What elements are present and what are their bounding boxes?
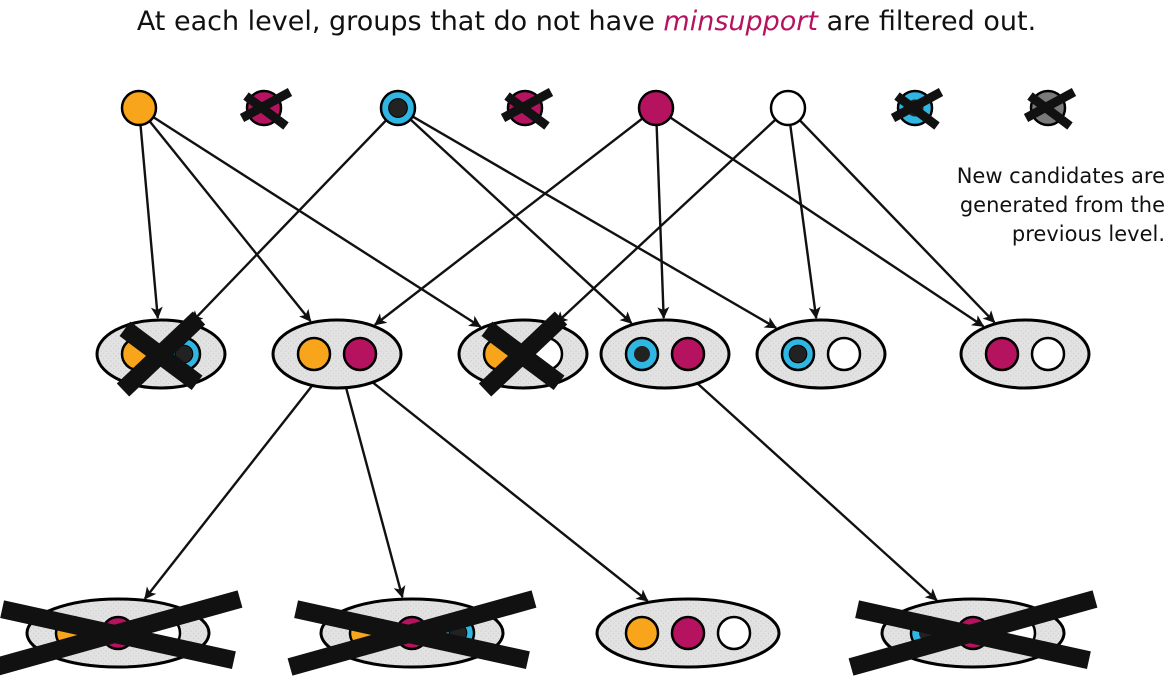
edge-arrow <box>152 116 482 328</box>
dark-core <box>388 98 408 118</box>
filtered-cross <box>890 88 944 130</box>
magenta-item <box>670 615 706 651</box>
group-ellipse <box>271 318 403 390</box>
edge-arrow <box>190 119 388 324</box>
edge-arrow <box>139 124 163 320</box>
edge-arrow <box>789 124 821 320</box>
edge-arrow <box>655 124 670 320</box>
magenta-item <box>984 336 1020 372</box>
magenta-item <box>637 89 675 127</box>
dark-core <box>788 344 808 364</box>
cross-stroke <box>504 92 550 130</box>
note-line: New candidates are <box>956 164 1165 188</box>
edge-arrow <box>374 117 644 326</box>
edge-arrow <box>371 381 649 602</box>
cross-stroke <box>894 92 940 130</box>
magenta-item <box>670 336 706 372</box>
filtered-cross <box>500 88 554 130</box>
group-ellipse <box>599 318 731 390</box>
cross-stroke <box>855 600 1091 669</box>
magenta-item <box>342 336 378 372</box>
diagram-title: At each level, groups that do not have m… <box>0 6 1173 37</box>
item-node <box>769 89 807 127</box>
edge-arrow <box>555 118 777 325</box>
cross-stroke <box>1027 92 1073 130</box>
note-line: previous level. <box>1011 222 1165 246</box>
cross-stroke <box>239 88 293 122</box>
title-keyword: minsupport <box>663 6 818 37</box>
edge-arrow <box>798 119 996 324</box>
white-item <box>1030 336 1066 372</box>
filtered-cross <box>0 590 243 676</box>
group-ellipse <box>755 318 887 390</box>
cross-stroke <box>890 88 944 122</box>
cross-layer <box>0 88 1098 676</box>
filtered-cross <box>478 311 568 397</box>
item-node <box>120 89 158 127</box>
itemset-group <box>959 318 1091 390</box>
edge-arrow <box>669 116 985 328</box>
filtered-cross <box>239 88 293 130</box>
cross-stroke <box>1023 88 1077 122</box>
orange-item <box>296 336 332 372</box>
cross-stroke <box>481 321 565 391</box>
note-line: generated from the <box>959 193 1165 217</box>
filtered-cross <box>848 590 1098 676</box>
item-node <box>637 89 675 127</box>
cross-stroke <box>500 88 554 122</box>
group-ellipse <box>959 318 1091 390</box>
edge-arrow <box>412 115 777 329</box>
cross-stroke <box>294 600 530 669</box>
orange-item <box>120 89 158 127</box>
itemset-group <box>271 318 403 390</box>
filtered-cross <box>116 311 206 397</box>
cross-stroke <box>119 321 203 391</box>
cross-stroke <box>0 600 236 669</box>
orange-item <box>624 615 660 651</box>
white-item <box>769 89 807 127</box>
filtered-cross <box>287 590 537 676</box>
title-suffix: are filtered out. <box>817 6 1037 37</box>
edge-layer <box>139 115 996 602</box>
item-node <box>379 89 417 127</box>
itemset-group <box>755 318 887 390</box>
edge-arrow <box>696 382 938 602</box>
itemset-group <box>595 597 781 669</box>
white-item <box>716 615 752 651</box>
cross-stroke <box>243 92 289 130</box>
candidate-note: New candidates are generated from the pr… <box>957 162 1165 249</box>
edge-arrow <box>148 120 312 322</box>
filtered-cross <box>1023 88 1077 130</box>
dark-core <box>634 346 650 362</box>
edge-arrow <box>409 118 633 325</box>
itemset-group <box>599 318 731 390</box>
title-prefix: At each level, groups that do not have <box>136 6 664 37</box>
edge-arrow <box>143 384 314 600</box>
white-item <box>826 336 862 372</box>
edge-arrow <box>344 387 406 599</box>
